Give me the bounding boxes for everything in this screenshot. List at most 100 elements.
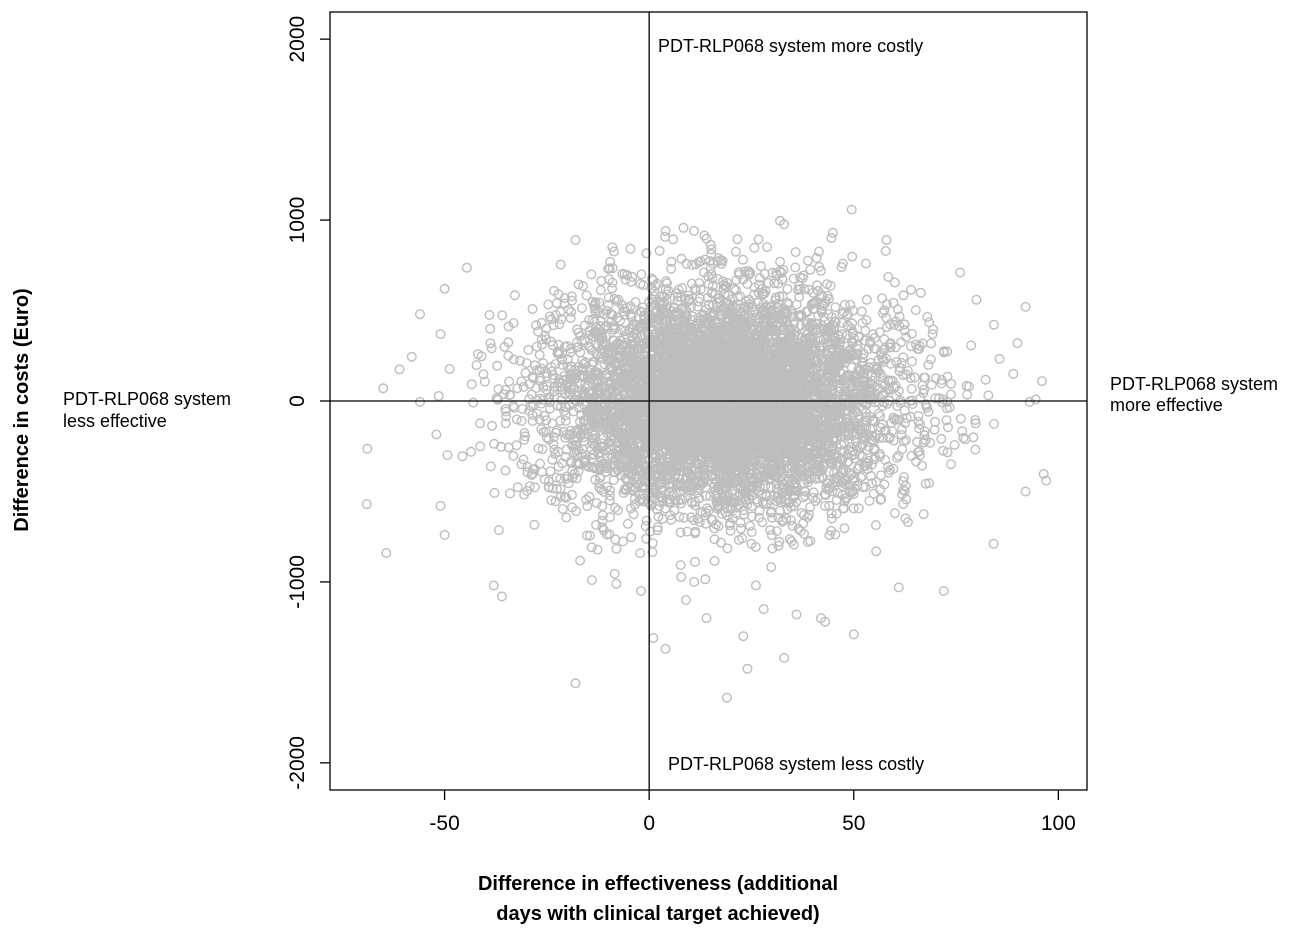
scatter-point xyxy=(484,310,495,321)
scatter-point xyxy=(561,492,572,503)
scatter-point xyxy=(551,472,562,483)
scatter-point xyxy=(492,360,503,371)
scatter-point xyxy=(512,383,523,394)
scatter-point xyxy=(732,234,743,245)
scatter-point xyxy=(873,408,884,419)
scatter-point xyxy=(811,252,822,263)
scatter-point xyxy=(526,389,537,400)
scatter-point xyxy=(676,253,687,264)
scatter-point xyxy=(919,430,930,441)
scatter-point xyxy=(695,256,706,267)
scatter-point xyxy=(541,432,552,443)
scatter-point xyxy=(669,505,680,516)
scatter-point xyxy=(607,263,618,274)
scatter-point xyxy=(643,329,654,340)
scatter-point xyxy=(675,560,686,571)
scatter-point xyxy=(457,451,468,462)
scatter-point xyxy=(442,450,453,461)
scatter-point xyxy=(749,282,760,293)
scatter-point xyxy=(790,262,801,273)
scatter-point xyxy=(485,461,496,472)
scatter-point xyxy=(847,251,858,262)
scatter-point xyxy=(823,294,834,305)
scatter-point xyxy=(612,505,623,516)
scatter-point xyxy=(945,389,956,400)
scatter-point xyxy=(519,489,530,500)
scatter-point xyxy=(607,277,618,288)
scatter-point xyxy=(774,536,785,547)
scatter-point xyxy=(812,493,823,504)
scatter-point xyxy=(555,259,566,270)
scatter-point xyxy=(705,256,716,267)
scatter-point xyxy=(848,415,859,426)
scatter-point xyxy=(604,495,615,506)
scatter-point xyxy=(808,287,819,298)
scatter-point xyxy=(920,478,931,489)
scatter-point xyxy=(983,390,994,401)
scatter-point xyxy=(745,521,756,532)
scatter-point xyxy=(603,300,614,311)
scatter-point xyxy=(639,314,650,325)
scatter-point xyxy=(826,232,837,243)
scatter-point xyxy=(582,530,593,541)
scatter-point xyxy=(705,263,716,274)
scatter-point xyxy=(865,338,876,349)
scatter-point xyxy=(529,482,540,493)
scatter-point xyxy=(897,424,908,435)
scatter-point xyxy=(799,528,810,539)
scatter-point xyxy=(561,512,572,523)
scatter-point xyxy=(874,448,885,459)
scatter-point xyxy=(573,403,584,414)
scatter-point xyxy=(617,299,628,310)
scatter-point xyxy=(610,502,621,513)
scatter-point xyxy=(817,301,828,312)
scatter-point xyxy=(713,521,724,532)
scatter-point xyxy=(753,234,764,245)
scatter-point xyxy=(864,495,875,506)
scatter-point xyxy=(936,433,947,444)
scatter-point xyxy=(586,542,597,553)
scatter-point xyxy=(527,304,538,315)
scatter-point xyxy=(702,353,713,364)
scatter-point xyxy=(838,503,849,514)
scatter-point xyxy=(626,532,637,543)
scatter-point xyxy=(362,443,373,454)
scatter-point xyxy=(682,466,693,477)
scatter-point xyxy=(597,501,608,512)
scatter-point xyxy=(897,444,908,455)
scatter-point xyxy=(485,323,496,334)
scatter-point xyxy=(625,243,636,254)
scatter-point xyxy=(610,323,621,334)
scatter-point xyxy=(478,369,489,380)
scatter-point xyxy=(595,285,606,296)
scatter-point xyxy=(537,444,548,455)
scatter-point xyxy=(625,503,636,514)
scatter-point xyxy=(534,349,545,360)
scatter-point xyxy=(660,225,671,236)
scatter-point xyxy=(749,289,760,300)
scatter-point xyxy=(737,254,748,265)
scatter-point xyxy=(776,309,787,320)
scatter-point xyxy=(877,293,888,304)
scatter-points xyxy=(361,204,1052,703)
scatter-point xyxy=(718,276,729,287)
scatter-point xyxy=(888,297,899,308)
scatter-point xyxy=(793,285,804,296)
scatter-point xyxy=(638,280,649,291)
scatter-point xyxy=(700,574,711,585)
scatter-point xyxy=(928,324,939,335)
scatter-point xyxy=(936,375,947,386)
scatter-point xyxy=(595,472,606,483)
scatter-point xyxy=(541,371,552,382)
scatter-point xyxy=(645,499,656,510)
scatter-point xyxy=(968,432,979,443)
scatter-point xyxy=(690,497,701,508)
scatter-point xyxy=(914,340,925,351)
scatter-point xyxy=(922,311,933,322)
scatter-point xyxy=(889,414,900,425)
scatter-point xyxy=(607,452,618,463)
scatter-point xyxy=(783,299,794,310)
scatter-point xyxy=(924,478,935,489)
scatter-point xyxy=(512,482,523,493)
scatter-point xyxy=(867,478,878,489)
